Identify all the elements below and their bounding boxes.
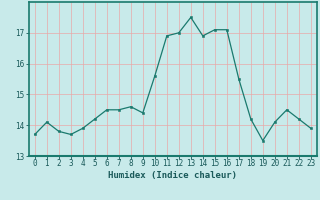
- X-axis label: Humidex (Indice chaleur): Humidex (Indice chaleur): [108, 171, 237, 180]
